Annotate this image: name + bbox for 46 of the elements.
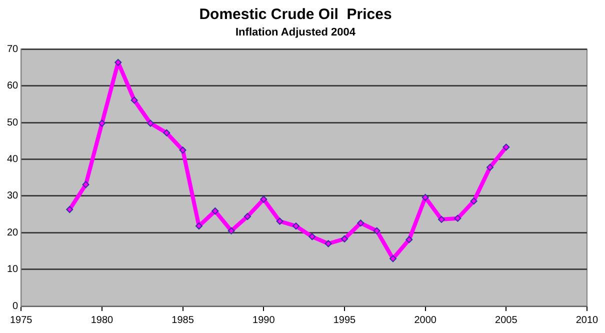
- point: [66, 206, 74, 214]
- point: [228, 227, 235, 234]
- point: [244, 212, 251, 220]
- x-tick-label: 1990: [252, 314, 276, 326]
- point: [470, 198, 478, 205]
- x-tick-label: 1975: [10, 314, 33, 326]
- y-tick-label: 30: [7, 190, 19, 202]
- x-tick-label: 1985: [172, 314, 194, 326]
- x-tick-label: 2000: [414, 314, 437, 326]
- point: [195, 222, 202, 230]
- point: [502, 144, 510, 151]
- point: [82, 181, 90, 188]
- point: [340, 235, 348, 242]
- point: [212, 207, 219, 214]
- point: [260, 196, 268, 203]
- y-tick-label: 40: [7, 154, 19, 166]
- point: [406, 236, 413, 244]
- point: [486, 164, 494, 171]
- point: [308, 233, 316, 240]
- y-tick-label: 10: [7, 264, 19, 276]
- point: [179, 146, 186, 154]
- y-tick-label: 50: [7, 117, 19, 128]
- y-tick-label: 0: [12, 300, 19, 312]
- point: [438, 216, 445, 223]
- y-tick-label: 20: [7, 227, 19, 238]
- point: [389, 255, 396, 262]
- chart-title: Domestic Crude Oil Prices: [199, 6, 392, 24]
- point: [357, 220, 364, 227]
- x-tick-label: 2005: [495, 314, 518, 326]
- point: [276, 218, 284, 225]
- point: [324, 240, 332, 248]
- x-tick-label: 1980: [90, 314, 114, 326]
- chart-subtitle: Inflation Adjusted 2004: [235, 26, 356, 39]
- x-tick-label: 2010: [576, 314, 599, 326]
- point: [98, 120, 106, 127]
- point: [373, 227, 380, 234]
- point: [422, 194, 429, 201]
- y-tick-label: 70: [7, 44, 19, 55]
- point: [163, 129, 170, 136]
- x-tick-label: 1995: [333, 314, 356, 326]
- point: [114, 58, 122, 66]
- point: [454, 214, 462, 222]
- point: [130, 96, 138, 104]
- y-tick-label: 60: [7, 80, 19, 92]
- point: [146, 120, 154, 127]
- point: [292, 222, 300, 230]
